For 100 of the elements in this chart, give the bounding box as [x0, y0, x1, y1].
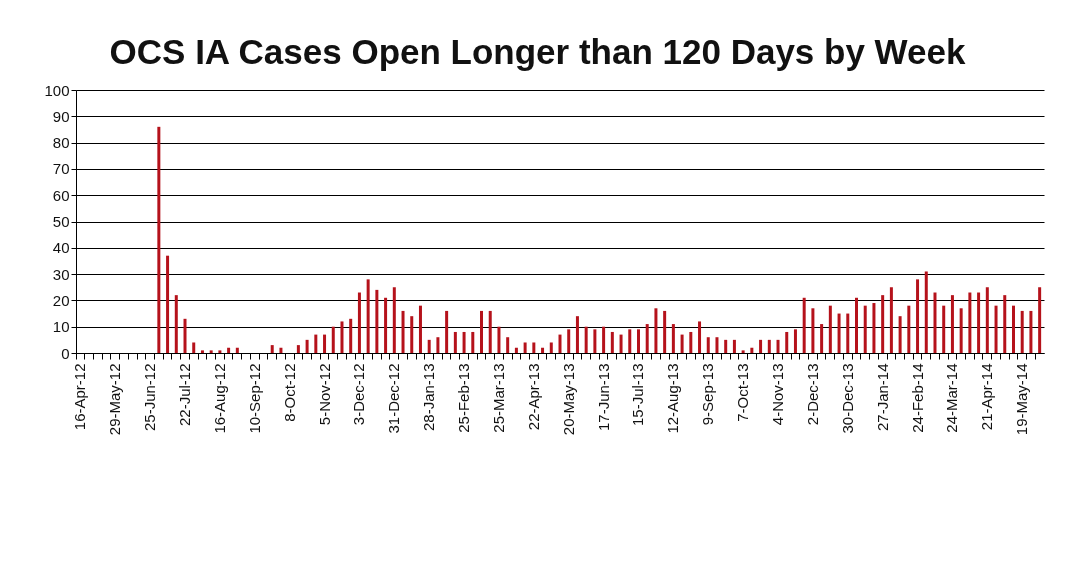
x-tick-label: 9-Sep-13	[699, 363, 717, 426]
bar	[968, 292, 972, 353]
x-tick-label: 3-Dec-12	[350, 363, 368, 426]
x-tick-label: 17-Jun-13	[594, 363, 612, 432]
bar	[628, 329, 632, 353]
bar	[488, 310, 492, 353]
bar	[209, 350, 213, 353]
bar	[270, 345, 274, 353]
bar	[427, 339, 431, 353]
bar	[445, 310, 449, 353]
x-tick-label: 16-Aug-12	[210, 363, 228, 434]
bar	[410, 316, 414, 353]
x-tick-label: 7-Oct-13	[734, 363, 752, 422]
y-tick-label: 80	[52, 134, 70, 152]
chart-title: OCS IA Cases Open Longer than 120 Days by Week	[108, 31, 967, 73]
bar	[759, 339, 763, 353]
bar	[296, 345, 300, 353]
x-tick-label: 31-Dec-12	[385, 363, 403, 434]
y-tick-label: 20	[52, 291, 70, 309]
bar	[602, 326, 606, 353]
x-tick-label: 5-Nov-12	[315, 363, 333, 426]
x-tick-label: 24-Feb-14	[908, 363, 926, 433]
bar	[741, 350, 745, 353]
bar	[619, 334, 623, 353]
bar	[811, 308, 815, 353]
x-tick-label: 24-Mar-14	[943, 363, 961, 433]
bar	[549, 342, 553, 353]
bar	[942, 305, 946, 353]
bar	[994, 305, 998, 353]
x-tick-label: 4-Nov-13	[769, 363, 787, 426]
bar	[881, 295, 885, 353]
bar	[532, 342, 536, 353]
bar	[924, 271, 928, 353]
y-tick-label: 60	[52, 186, 70, 204]
bar	[349, 318, 353, 353]
bar	[977, 292, 981, 353]
x-tick-label: 22-Apr-13	[524, 363, 542, 431]
bar	[732, 339, 736, 353]
bar	[959, 308, 963, 353]
x-tick-label: 16-Apr-12	[71, 363, 89, 431]
bar	[584, 326, 588, 353]
x-tick-label: 22-Jul-12	[176, 363, 194, 427]
bar	[828, 305, 832, 353]
bar	[174, 295, 178, 353]
x-tick-label: 20-May-13	[559, 363, 577, 436]
x-tick-label: 2-Dec-13	[803, 363, 821, 426]
bar	[418, 305, 422, 353]
bar	[855, 297, 858, 353]
bar	[898, 316, 902, 353]
bar	[392, 287, 396, 353]
bar	[985, 287, 989, 353]
bar	[872, 303, 876, 353]
bar	[767, 339, 771, 353]
x-tick-label: 30-Dec-13	[838, 363, 856, 434]
bar	[384, 297, 388, 353]
bar	[523, 342, 527, 353]
bar	[863, 305, 867, 353]
bar	[1029, 310, 1033, 353]
bar	[436, 337, 440, 353]
x-tick-label: 21-Apr-14	[978, 363, 996, 431]
bar	[645, 324, 649, 353]
bar	[671, 324, 675, 353]
bar	[314, 334, 318, 353]
bar	[567, 329, 571, 353]
y-tick-label: 0	[61, 344, 70, 362]
x-tick-label: 28-Jan-13	[420, 363, 438, 432]
bar	[462, 331, 466, 353]
bar	[514, 347, 518, 353]
bar	[793, 329, 797, 353]
bar	[401, 310, 405, 353]
bar	[636, 329, 640, 353]
bar	[698, 321, 702, 353]
x-tick-label: 29-May-12	[106, 363, 124, 436]
y-tick-label: 50	[52, 213, 70, 230]
bar	[480, 310, 484, 353]
bar	[846, 313, 850, 353]
bar	[157, 126, 161, 353]
bar	[331, 326, 335, 353]
bar	[1011, 305, 1015, 353]
bar	[323, 334, 327, 353]
bar	[279, 347, 283, 353]
bar	[680, 334, 684, 353]
bar	[802, 297, 806, 353]
bar	[837, 313, 841, 353]
y-tick-label: 40	[52, 239, 70, 257]
bar	[1003, 295, 1007, 353]
bar	[375, 289, 379, 353]
x-tick-label: 19-May-14	[1013, 363, 1031, 436]
bar	[663, 310, 667, 353]
bar	[200, 350, 204, 353]
bar	[541, 347, 545, 353]
bar	[889, 287, 893, 353]
bar	[453, 331, 457, 353]
bar	[305, 339, 309, 353]
x-tick-label: 27-Jan-14	[873, 363, 891, 432]
bar	[689, 331, 693, 353]
bar	[907, 305, 911, 353]
bar	[715, 337, 719, 353]
bar	[183, 318, 187, 353]
y-tick-label: 100	[44, 81, 70, 99]
